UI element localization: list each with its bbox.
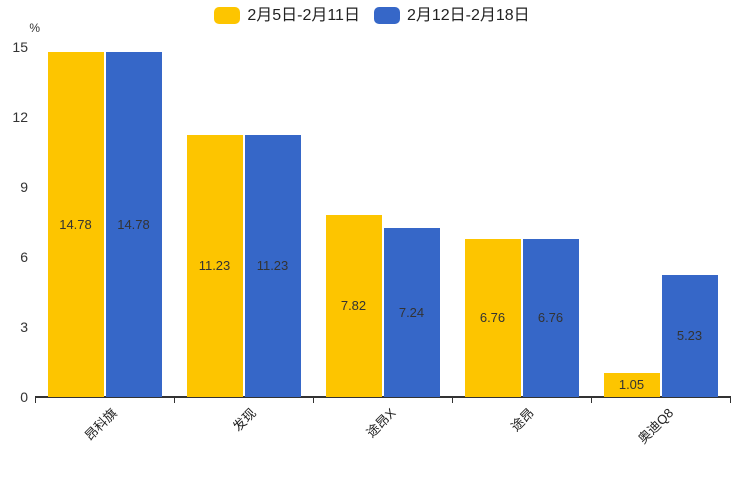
bar-series2-c2[interactable] [244,134,301,397]
bar-value-label: 6.76 [537,310,564,326]
x-axis-tick [591,398,592,403]
bar-value-label: 5.23 [676,327,703,343]
bar-value-label: 14.78 [59,216,92,232]
x-axis-tick [730,398,731,403]
legend-label-week1: 2月5日-2月11日 [247,6,360,24]
bar-value-label: 6.76 [479,310,506,326]
bar-value-label: 7.24 [398,304,425,320]
bar-value-label: 7.82 [340,297,367,313]
y-tick-label: 3 [20,319,28,335]
y-tick-label: 6 [20,249,28,265]
bar-value-label: 11.23 [198,257,231,273]
x-axis-tick [313,398,314,403]
bar-value-label: 14.78 [117,216,150,232]
legend-label-week2: 2月12日-2月18日 [406,6,530,24]
legend-swatch-week2-icon [373,7,400,24]
bar-series1-c1[interactable] [47,52,104,397]
x-axis-tick [35,398,36,403]
bar-series2-c5[interactable] [661,274,718,397]
x-category-label: 昂科旗 [82,405,121,444]
y-tick-label: 15 [12,39,28,55]
y-axis-unit-label: % [29,21,40,35]
bar-value-label: 11.23 [256,257,289,273]
x-axis-tick [452,398,453,403]
chart-legend: 2月5日-2月11日 2月12日-2月18日 [0,7,744,24]
bar-series2-c4[interactable] [522,239,579,397]
y-tick-label: 9 [20,179,28,195]
y-tick-label: 0 [20,389,28,405]
x-axis-line [35,396,731,398]
bar-value-label: 1.05 [618,376,645,392]
legend-item-week2[interactable]: 2月12日-2月18日 [373,6,530,24]
x-category-label: 途昂X [363,405,399,441]
bar-series1-c3[interactable] [325,214,382,397]
x-category-label: 发现 [230,405,260,435]
legend-item-week1[interactable]: 2月5日-2月11日 [214,7,360,24]
y-tick-label: 12 [12,109,28,125]
bar-series1-c2[interactable] [186,134,243,397]
bar-series2-c1[interactable] [105,52,162,397]
bar-series1-c5[interactable] [603,372,660,397]
x-axis-tick [174,398,175,403]
legend-swatch-week1-icon [214,7,241,24]
x-category-label: 途昂 [508,405,538,435]
x-category-label: 奥迪Q8 [635,405,677,447]
bar-series1-c4[interactable] [464,239,521,397]
bar-series2-c3[interactable] [383,228,440,397]
